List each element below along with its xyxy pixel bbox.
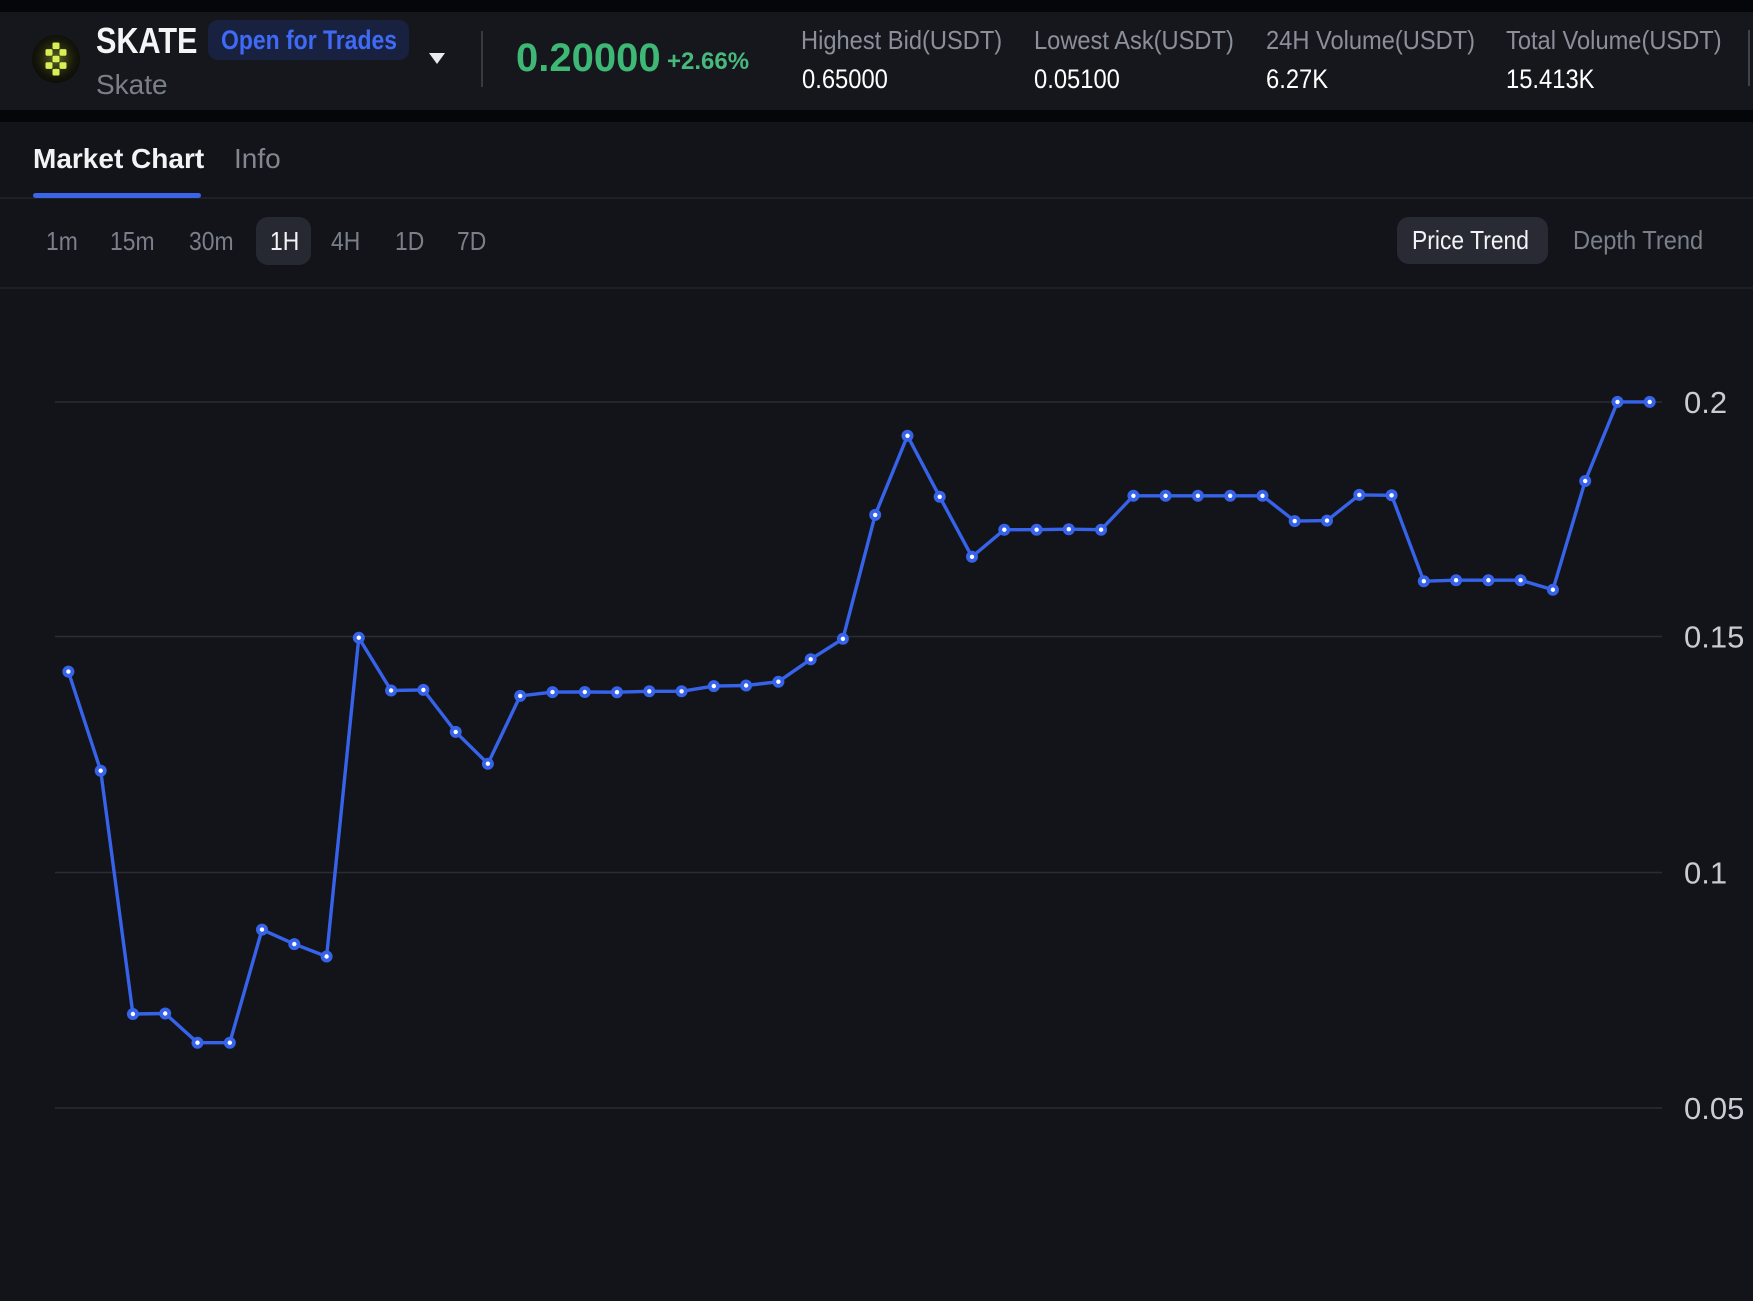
svg-text:0.1: 0.1 <box>1684 856 1727 891</box>
svg-text:0.05: 0.05 <box>1684 1091 1744 1126</box>
svg-text:0.15: 0.15 <box>1684 620 1744 655</box>
svg-text:0.2: 0.2 <box>1684 385 1727 420</box>
